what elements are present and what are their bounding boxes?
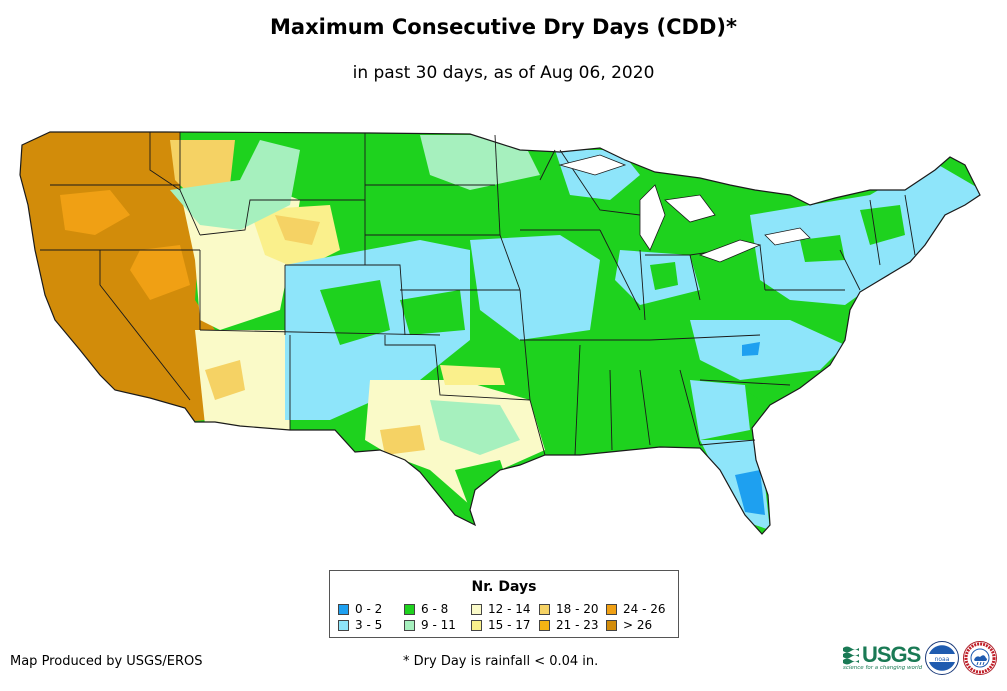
legend-label: 3 - 5 (355, 618, 383, 632)
zone-virginia-0-2 (742, 342, 760, 356)
legend-label: 24 - 26 (623, 602, 666, 616)
svg-text:noaa: noaa (935, 656, 950, 663)
legend-item: 24 - 26 (606, 602, 666, 616)
legend-label: 6 - 8 (421, 602, 449, 616)
legend-item: 18 - 20 (539, 602, 599, 616)
legend-label: 9 - 11 (421, 618, 456, 632)
legend-item: 6 - 8 (404, 602, 448, 616)
zone-plains-6-8 (320, 280, 465, 345)
zone-arizona-18-20 (205, 360, 245, 400)
zone-texas-18-20 (380, 425, 425, 455)
legend-label: 18 - 20 (556, 602, 599, 616)
conus-dry-days-map (19, 131, 981, 535)
legend-item: 0 - 2 (338, 602, 382, 616)
legend-swatch (471, 619, 482, 631)
zone-utah-18-20 (275, 215, 320, 245)
usgs-logo: USGS (843, 640, 921, 670)
legend-swatch (606, 603, 617, 615)
legend-swatch (606, 619, 617, 631)
nws-weather-icon (964, 642, 996, 674)
legend-item: 15 - 17 (471, 618, 531, 632)
zone-montana-9-11 (170, 140, 300, 230)
legend-swatch (338, 603, 349, 615)
zone-ohio-6-8 (650, 262, 678, 290)
usgs-wave-icon (843, 646, 859, 665)
zone-texas-9-11 (430, 400, 520, 455)
legend-item: 3 - 5 (338, 618, 382, 632)
zone-oklahoma-15-17 (440, 365, 505, 385)
legend-label: 21 - 23 (556, 618, 599, 632)
legend-label: 15 - 17 (488, 618, 531, 632)
legend-item: 21 - 23 (539, 618, 599, 632)
noaa-bird-icon: noaa (927, 643, 957, 673)
usgs-tagline: science for a changing world (843, 665, 923, 671)
legend-swatch (539, 619, 550, 631)
legend-title: Nr. Days (471, 579, 537, 595)
us-outline (19, 131, 981, 535)
zone-dakotas-9-11 (420, 135, 540, 190)
nws-seal-icon (963, 641, 997, 675)
legend-label: > 26 (623, 618, 653, 632)
zone-west-24-26 (60, 190, 190, 300)
map-subtitle: in past 30 days, as of Aug 06, 2020 (352, 63, 655, 83)
legend-item: 12 - 14 (471, 602, 531, 616)
legend: Nr. Days 0 - 2 3 - 5 6 - 8 9 - 11 12 - 1… (329, 570, 679, 638)
legend-label: 12 - 14 (488, 602, 531, 616)
footnote-text: * Dry Day is rainfall < 0.04 in. (403, 654, 599, 669)
legend-swatch (539, 603, 550, 615)
zone-midatlantic-3-5 (690, 320, 845, 380)
map-title: Maximum Consecutive Dry Days (CDD)* (270, 15, 737, 39)
noaa-logo: noaa (925, 641, 959, 675)
legend-item: > 26 (606, 618, 652, 632)
legend-swatch (471, 603, 482, 615)
zone-georgia-3-5 (690, 380, 750, 440)
dry-days-zones (20, 132, 980, 534)
legend-label: 0 - 2 (355, 602, 383, 616)
great-lakes (558, 154, 811, 263)
legend-swatch (404, 619, 415, 631)
zone-northeast-6-8 (800, 205, 905, 262)
usgs-wordmark: USGS (862, 642, 921, 667)
legend-swatch (338, 619, 349, 631)
state-boundaries (40, 132, 916, 456)
zone-florida-0-2 (735, 470, 765, 515)
credit-text: Map Produced by USGS/EROS (10, 654, 203, 669)
legend-swatch (404, 603, 415, 615)
zone-midwest-3-5 (470, 235, 600, 340)
legend-item: 9 - 11 (404, 618, 456, 632)
